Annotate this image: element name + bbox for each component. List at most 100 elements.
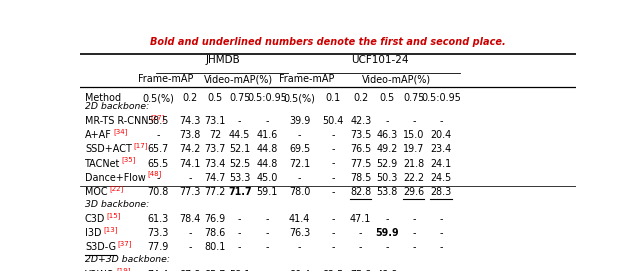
Text: 82.8: 82.8 bbox=[350, 187, 371, 197]
Text: -: - bbox=[238, 116, 241, 126]
Text: 2D backbone:: 2D backbone: bbox=[85, 102, 149, 111]
Text: -: - bbox=[332, 243, 335, 253]
Text: 45.0: 45.0 bbox=[257, 173, 278, 183]
Text: 76.9: 76.9 bbox=[204, 214, 225, 224]
Text: TACNet: TACNet bbox=[85, 159, 120, 169]
Text: 47.1: 47.1 bbox=[350, 214, 371, 224]
Text: 58.5: 58.5 bbox=[148, 116, 169, 126]
Text: A+AF: A+AF bbox=[85, 130, 112, 140]
Text: Dance+Flow: Dance+Flow bbox=[85, 173, 146, 183]
Text: 87.8: 87.8 bbox=[179, 270, 201, 271]
Text: -: - bbox=[332, 228, 335, 238]
Text: -: - bbox=[412, 116, 415, 126]
Text: 29.6: 29.6 bbox=[403, 187, 424, 197]
Text: 15.0: 15.0 bbox=[403, 130, 424, 140]
Text: 3D backbone:: 3D backbone: bbox=[85, 200, 149, 209]
Text: -: - bbox=[188, 228, 192, 238]
Text: -: - bbox=[266, 243, 269, 253]
Text: 77.9: 77.9 bbox=[148, 243, 169, 253]
Text: 41.6: 41.6 bbox=[257, 130, 278, 140]
Text: -: - bbox=[332, 159, 335, 169]
Text: -: - bbox=[238, 243, 241, 253]
Text: 80.4: 80.4 bbox=[289, 270, 310, 271]
Text: 53.3: 53.3 bbox=[229, 173, 250, 183]
Text: YOWO: YOWO bbox=[85, 270, 115, 271]
Text: -: - bbox=[332, 144, 335, 154]
Text: 75.8: 75.8 bbox=[350, 270, 371, 271]
Text: -: - bbox=[298, 173, 301, 183]
Text: S3D-G: S3D-G bbox=[85, 243, 116, 253]
Text: 42.3: 42.3 bbox=[350, 116, 371, 126]
Text: 50.4: 50.4 bbox=[323, 116, 344, 126]
Text: 72: 72 bbox=[209, 130, 221, 140]
Text: 65.5: 65.5 bbox=[148, 159, 169, 169]
Text: 78.4: 78.4 bbox=[179, 214, 201, 224]
Text: -: - bbox=[157, 130, 160, 140]
Text: 74.1: 74.1 bbox=[179, 159, 201, 169]
Text: 0.5: 0.5 bbox=[207, 93, 223, 103]
Text: 28.3: 28.3 bbox=[431, 187, 452, 197]
Text: -: - bbox=[266, 270, 269, 271]
Text: -: - bbox=[298, 243, 301, 253]
Text: 19.7: 19.7 bbox=[403, 144, 424, 154]
Text: 59.1: 59.1 bbox=[257, 187, 278, 197]
Text: 69.5: 69.5 bbox=[289, 144, 310, 154]
Text: -: - bbox=[157, 173, 160, 183]
Text: 0.2: 0.2 bbox=[353, 93, 368, 103]
Text: [34]: [34] bbox=[113, 128, 127, 135]
Text: -: - bbox=[266, 214, 269, 224]
Text: Method: Method bbox=[85, 93, 121, 103]
Text: 24.5: 24.5 bbox=[431, 173, 452, 183]
Text: 73.7: 73.7 bbox=[204, 144, 225, 154]
Text: 44.8: 44.8 bbox=[257, 144, 278, 154]
Text: [13]: [13] bbox=[103, 226, 118, 233]
Text: 0.75: 0.75 bbox=[229, 93, 250, 103]
Text: 0.5: 0.5 bbox=[380, 93, 395, 103]
Text: 23.4: 23.4 bbox=[431, 144, 452, 154]
Text: 65.7: 65.7 bbox=[148, 144, 169, 154]
Text: 77.5: 77.5 bbox=[350, 159, 371, 169]
Text: -: - bbox=[266, 116, 269, 126]
Text: -: - bbox=[332, 130, 335, 140]
Text: 74.4: 74.4 bbox=[148, 270, 169, 271]
Text: 22.2: 22.2 bbox=[403, 173, 424, 183]
Text: -: - bbox=[332, 173, 335, 183]
Text: 44.8: 44.8 bbox=[257, 159, 278, 169]
Text: -: - bbox=[439, 228, 443, 238]
Text: 82.5: 82.5 bbox=[323, 270, 344, 271]
Text: 0.1: 0.1 bbox=[325, 93, 340, 103]
Text: 0.5:0.95: 0.5:0.95 bbox=[421, 93, 461, 103]
Text: -: - bbox=[439, 214, 443, 224]
Text: [27]: [27] bbox=[150, 114, 164, 121]
Text: 72.1: 72.1 bbox=[289, 159, 310, 169]
Text: -: - bbox=[298, 130, 301, 140]
Text: Frame-mAP: Frame-mAP bbox=[138, 74, 193, 84]
Text: -: - bbox=[385, 243, 388, 253]
Text: 59.9: 59.9 bbox=[375, 228, 399, 238]
Text: -: - bbox=[439, 116, 443, 126]
Text: [37]: [37] bbox=[118, 240, 132, 247]
Text: -: - bbox=[266, 228, 269, 238]
Text: 76.3: 76.3 bbox=[289, 228, 310, 238]
Text: -: - bbox=[412, 214, 415, 224]
Text: 21.8: 21.8 bbox=[403, 159, 424, 169]
Text: -: - bbox=[359, 243, 362, 253]
Text: [15]: [15] bbox=[107, 212, 121, 219]
Text: 76.5: 76.5 bbox=[350, 144, 371, 154]
Text: 0.5(%): 0.5(%) bbox=[143, 93, 174, 103]
Text: 61.3: 61.3 bbox=[148, 214, 169, 224]
Text: -: - bbox=[439, 243, 443, 253]
Text: C3D: C3D bbox=[85, 214, 106, 224]
Text: 0.5:0.95: 0.5:0.95 bbox=[248, 93, 287, 103]
Text: Video-mAP(%): Video-mAP(%) bbox=[204, 74, 273, 84]
Text: 74.7: 74.7 bbox=[204, 173, 225, 183]
Text: 41.4: 41.4 bbox=[289, 214, 310, 224]
Text: -: - bbox=[332, 187, 335, 197]
Text: 78.6: 78.6 bbox=[204, 228, 225, 238]
Text: 77.3: 77.3 bbox=[179, 187, 201, 197]
Text: 73.5: 73.5 bbox=[350, 130, 371, 140]
Text: [48]: [48] bbox=[147, 171, 161, 178]
Text: 71.7: 71.7 bbox=[228, 187, 252, 197]
Text: 52.9: 52.9 bbox=[376, 159, 397, 169]
Text: 77.2: 77.2 bbox=[204, 187, 225, 197]
